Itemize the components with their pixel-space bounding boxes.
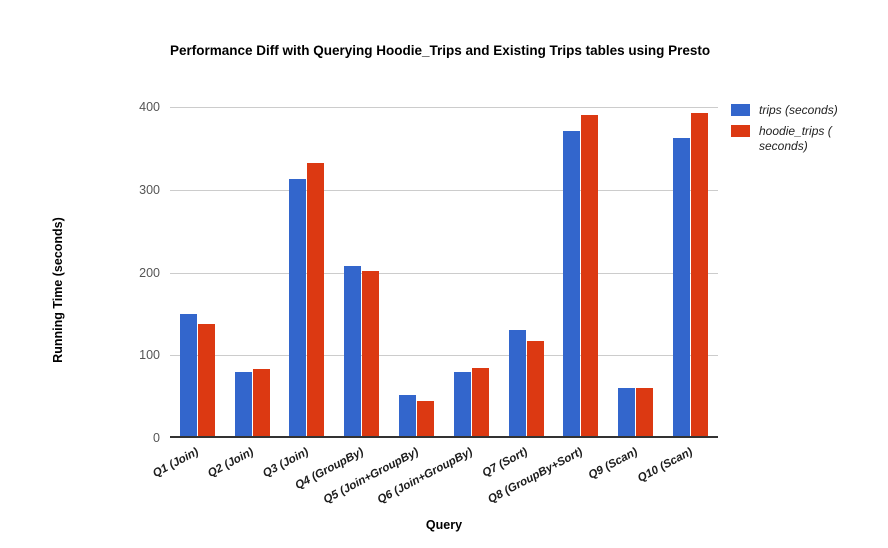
gridline-300 xyxy=(170,190,718,191)
bar-series2-q1 xyxy=(197,323,215,438)
bar-series2-q8 xyxy=(581,115,599,438)
x-axis-title: Query xyxy=(425,518,463,532)
y-axis-title: Running Time (seconds) xyxy=(51,217,65,363)
bar-group-q3 xyxy=(280,107,335,438)
gridline-200 xyxy=(170,273,718,274)
y-tick-label-0: 0 xyxy=(153,431,160,445)
legend-item-series2: hoodie_trips ( seconds) xyxy=(731,124,883,154)
bar-series2-q4 xyxy=(362,270,380,438)
bar-group-q10 xyxy=(663,107,718,438)
legend-item-series1: trips (seconds) xyxy=(731,103,883,118)
bar-series2-q3 xyxy=(307,163,325,438)
bar-series2-q5 xyxy=(417,400,435,438)
bar-group-q2 xyxy=(225,107,280,438)
bar-series1-q2 xyxy=(234,371,252,438)
bar-series2-q9 xyxy=(636,388,654,438)
legend-label-series1: trips (seconds) xyxy=(759,103,838,117)
gridline-400 xyxy=(170,107,718,108)
chart-title: Performance Diff with Querying Hoodie_Tr… xyxy=(170,43,711,58)
y-tick-label-300: 300 xyxy=(139,182,160,197)
legend-swatch-series2 xyxy=(731,125,750,137)
x-axis-line xyxy=(170,436,718,438)
bar-group-q1 xyxy=(170,107,225,438)
bar-groups xyxy=(170,107,718,438)
bar-series2-q2 xyxy=(252,368,270,438)
y-tick-label-400: 400 xyxy=(139,100,160,114)
plot-area xyxy=(170,107,718,438)
bar-series2-q6 xyxy=(471,367,489,438)
bar-series1-q9 xyxy=(618,387,636,438)
bar-series1-q3 xyxy=(289,179,307,438)
bar-series1-q7 xyxy=(508,329,526,438)
bar-series2-q7 xyxy=(526,341,544,438)
bar-series1-q8 xyxy=(563,131,581,438)
gridline-100 xyxy=(170,355,718,356)
bar-series1-q10 xyxy=(673,137,691,438)
bar-group-q9 xyxy=(608,107,663,438)
legend-swatch-series1 xyxy=(731,104,750,116)
bar-series2-q10 xyxy=(691,112,709,438)
legend: trips (seconds) hoodie_trips ( seconds) xyxy=(731,103,883,160)
bar-series1-q5 xyxy=(399,395,417,438)
bar-group-q6 xyxy=(444,107,499,438)
bar-group-q8 xyxy=(554,107,609,438)
legend-label-series2: hoodie_trips ( seconds) xyxy=(759,124,832,153)
bar-group-q4 xyxy=(334,107,389,438)
bar-group-q7 xyxy=(499,107,554,438)
y-tick-label-200: 200 xyxy=(139,265,160,280)
y-tick-label-100: 100 xyxy=(139,348,160,363)
bar-series1-q1 xyxy=(179,313,197,438)
bar-series1-q4 xyxy=(344,265,362,438)
bar-group-q5 xyxy=(389,107,444,438)
bar-series1-q6 xyxy=(453,371,471,438)
